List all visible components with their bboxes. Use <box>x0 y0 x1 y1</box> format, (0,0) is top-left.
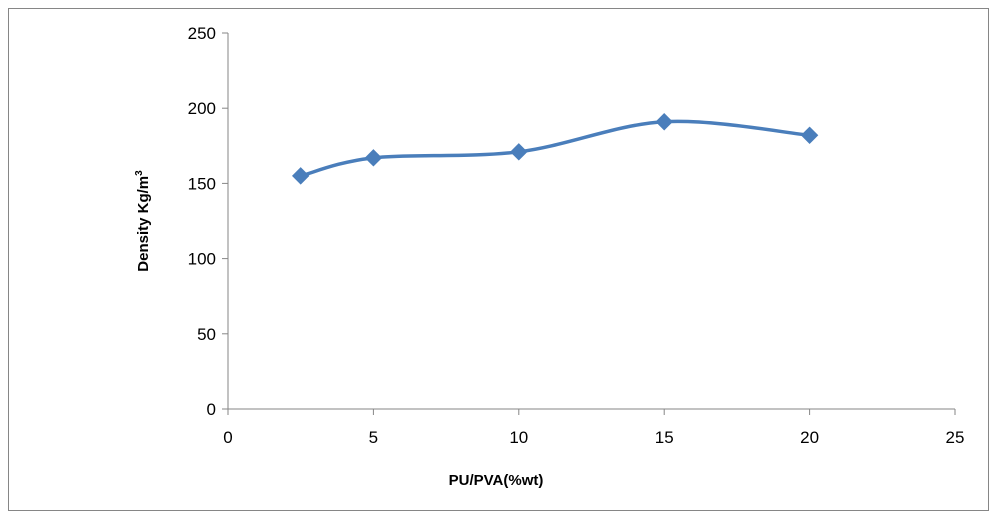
y-axis-title-main: Density Kg/m <box>135 176 152 272</box>
series-line <box>300 119 810 178</box>
data-point-marker <box>800 126 819 144</box>
y-tick-label: 100 <box>188 250 216 269</box>
y-ticks: 0 50 100 150 200 250 <box>188 24 228 419</box>
x-tick-label: 15 <box>655 428 674 447</box>
y-axis-title: Density Kg/m3 <box>134 170 152 272</box>
y-tick-label: 150 <box>188 174 216 193</box>
markers <box>291 113 819 185</box>
data-point-marker <box>510 143 528 161</box>
y-axis-title-superscript: 3 <box>134 170 145 176</box>
data-point-marker <box>364 149 383 167</box>
data-point-marker <box>655 113 673 131</box>
x-tick-label: 0 <box>223 428 232 447</box>
y-tick-label: 0 <box>207 400 216 419</box>
x-ticks: 0 5 10 15 20 25 <box>223 409 964 447</box>
y-tick-label: 200 <box>188 99 216 118</box>
chart-frame <box>8 8 989 511</box>
x-tick-label: 25 <box>946 428 965 447</box>
axes <box>227 33 955 410</box>
x-tick-label: 5 <box>369 428 378 447</box>
y-tick-label: 50 <box>197 325 216 344</box>
data-point-marker <box>291 167 310 185</box>
y-tick-label: 250 <box>188 24 216 43</box>
x-tick-label: 10 <box>509 428 528 447</box>
x-axis-title: PU/PVA(%wt) <box>449 472 544 489</box>
x-tick-label: 20 <box>800 428 819 447</box>
